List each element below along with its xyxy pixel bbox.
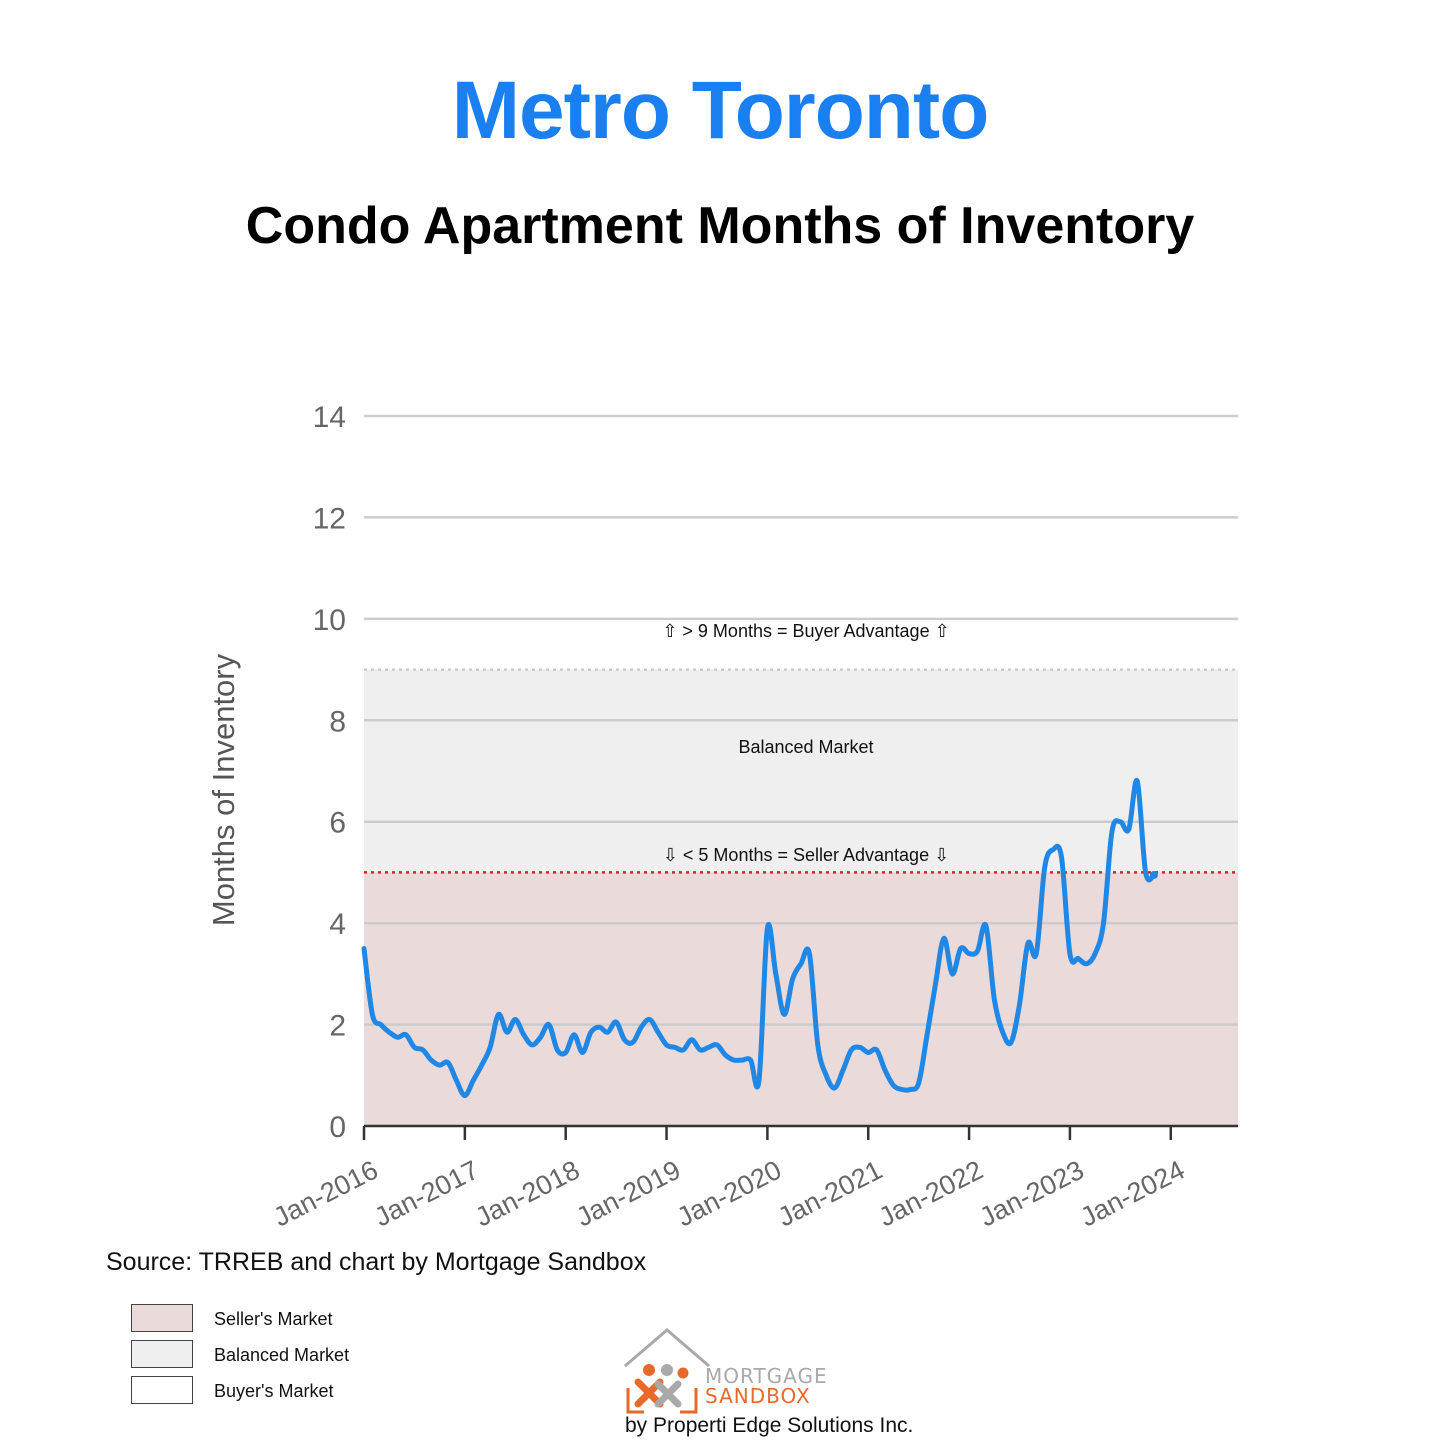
legend-swatch-buyer (131, 1376, 193, 1404)
house-people-logo-icon (624, 1328, 710, 1414)
x-tick-label: Jan-2020 (672, 1155, 786, 1233)
y-tick-label: 4 (329, 908, 346, 941)
x-tick-label: Jan-2018 (470, 1155, 584, 1233)
balanced-zone (364, 669, 1238, 873)
x-tick-label: Jan-2016 (269, 1155, 383, 1233)
legend-label-balanced: Balanced Market (214, 1345, 350, 1365)
logo-word-sandbox: SANDBOX (705, 1384, 811, 1408)
y-tick-label: 6 (329, 807, 346, 840)
series-line (361, 778, 1157, 1099)
x-tick-label: Jan-2024 (1076, 1155, 1190, 1233)
legend-label-buyer: Buyer's Market (214, 1381, 334, 1401)
logo-word-mortgage: MORTGAGE (705, 1364, 828, 1388)
balanced-market-annotation: Balanced Market (738, 737, 873, 757)
logo-tagline: by Properti Edge Solutions Inc. (625, 1414, 914, 1437)
y-tick-label: 8 (329, 705, 346, 738)
y-tick-label: 14 (313, 401, 346, 434)
legend-swatch-seller (131, 1304, 193, 1332)
y-tick-label: 0 (329, 1111, 346, 1144)
chart-subtitle: Condo Apartment Months of Inventory (245, 197, 1195, 255)
page-title: Metro Toronto (451, 65, 990, 156)
x-tick-label: Jan-2021 (773, 1155, 887, 1233)
mortgage-sandbox-logo: MORTGAGE SANDBOX by Properti Edge Soluti… (620, 1326, 920, 1440)
y-tick-label: 12 (313, 502, 346, 535)
y-tick-label: 2 (329, 1010, 346, 1043)
x-tick-label: Jan-2019 (571, 1155, 685, 1233)
x-tick-label: Jan-2022 (874, 1155, 988, 1233)
seller-advantage-annotation: ⇩ < 5 Months = Seller Advantage ⇩ (663, 845, 949, 865)
series-last-point (1149, 870, 1158, 879)
y-axis-label: Months of Inventory (206, 653, 241, 926)
source-note: Source: TRREB and chart by Mortgage Sand… (106, 1248, 647, 1276)
x-tick-label: Jan-2023 (975, 1155, 1089, 1233)
x-tick-label: Jan-2017 (370, 1155, 484, 1233)
legend-swatch-balanced (131, 1340, 193, 1368)
legend-label-seller: Seller's Market (214, 1309, 333, 1329)
buyer-advantage-annotation: ⇧ > 9 Months = Buyer Advantage ⇧ (662, 621, 949, 641)
y-tick-label: 10 (313, 604, 346, 637)
seller-zone (364, 872, 1238, 1126)
